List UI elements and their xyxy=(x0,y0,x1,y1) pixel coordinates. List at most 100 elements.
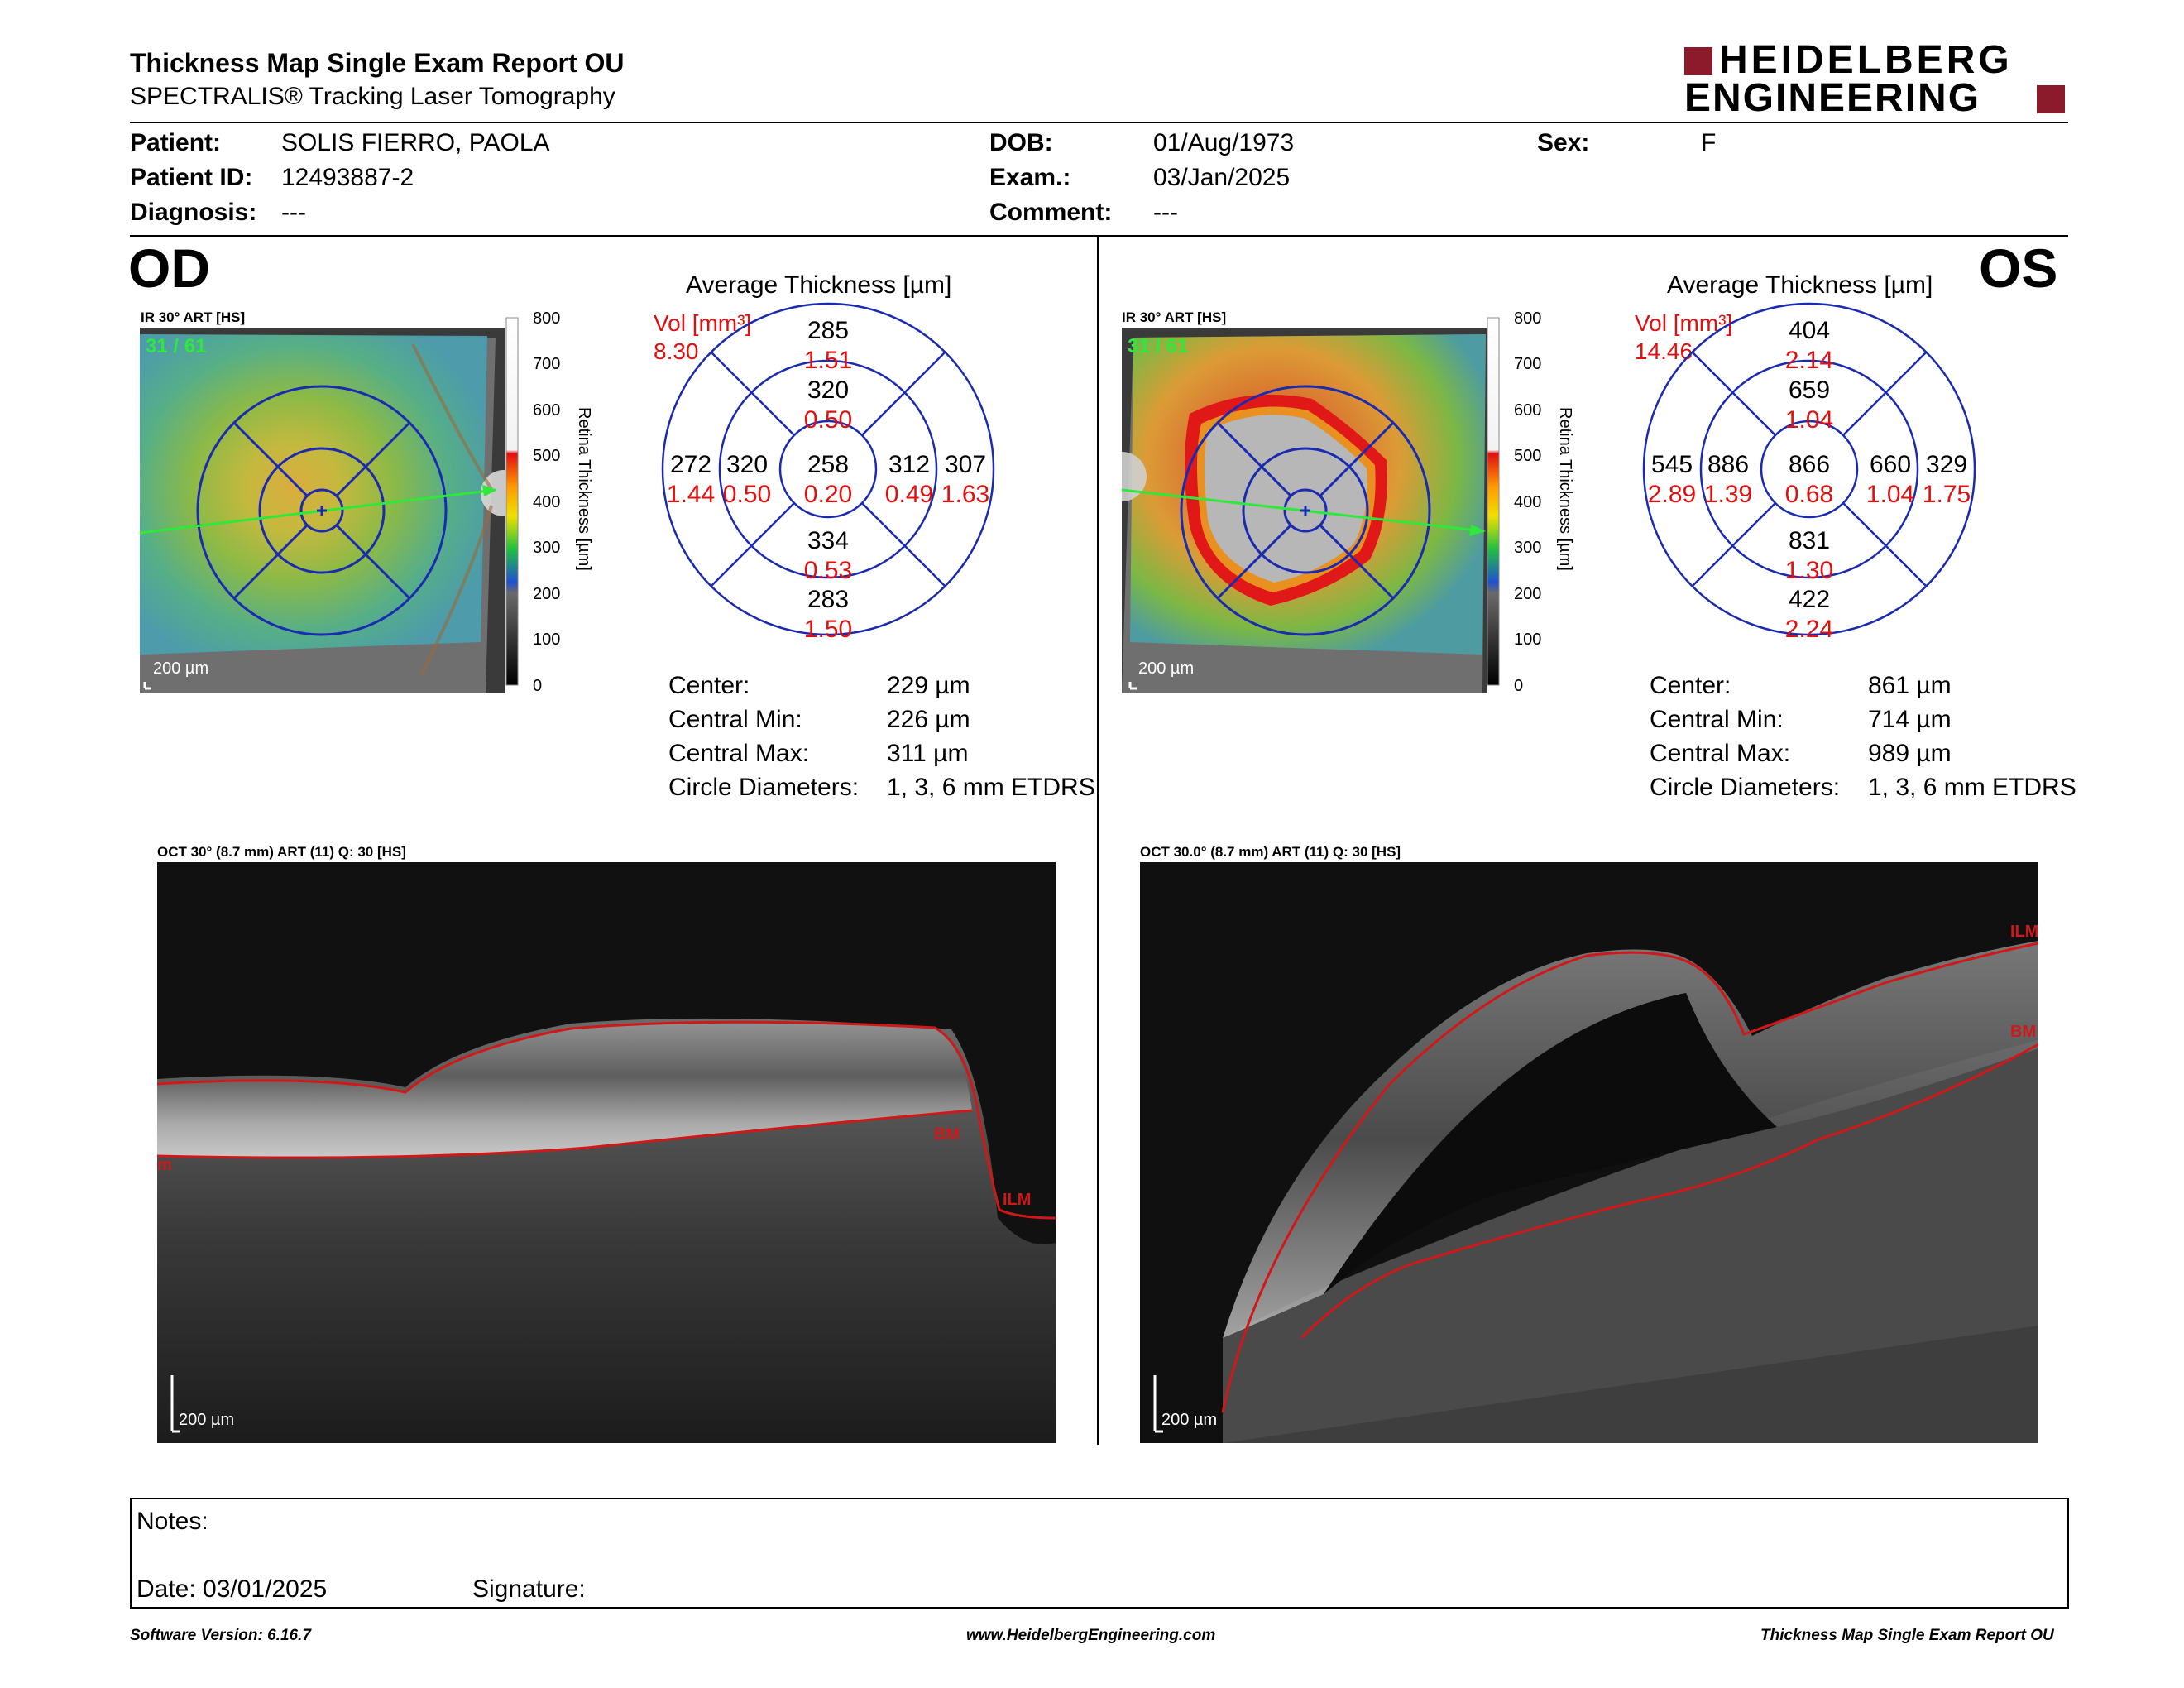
od-diam-label: Circle Diameters: xyxy=(668,774,860,801)
os-outer-right-volume: 1.75 xyxy=(1922,481,1971,508)
od-edge-label: m xyxy=(157,1156,172,1174)
od-oct-scale: 200 µm xyxy=(179,1411,234,1429)
os-vol-value: 14.46 xyxy=(1635,338,1693,364)
os-outer-top-thickness: 404 xyxy=(1788,317,1831,344)
od-frame-counter: 31 / 61 xyxy=(146,335,206,357)
os-thickness-map: 31 / 61 200 µm xyxy=(1122,328,1487,693)
notes-box[interactable]: Notes: Date: 03/01/2025 Signature: xyxy=(130,1498,2069,1609)
exam-label: Exam.: xyxy=(989,164,1071,191)
os-min-label: Central Min: xyxy=(1650,706,1784,733)
os-cbar-tick-800: 800 xyxy=(1514,309,1541,328)
od-eye-label: OD xyxy=(128,237,210,299)
signature-label: Signature: xyxy=(472,1575,586,1603)
od-ilm-label: ILM xyxy=(1003,1191,1031,1209)
od-center-thickness: 258 xyxy=(807,451,850,478)
logo-line2: ENGINEERING xyxy=(1684,76,1981,120)
os-cbar-tick-600: 600 xyxy=(1514,401,1541,420)
od-cbar-tick-0: 0 xyxy=(533,677,542,695)
os-min-value: 714 µm xyxy=(1868,706,1952,733)
od-avg-title: Average Thickness [µm] xyxy=(686,271,952,299)
od-grid-values: 285 1.51 320 0.50 258 0.20 334 0.53 283 1.50 … xyxy=(659,300,998,643)
dob-value: 01/Aug/1973 xyxy=(1153,129,1295,156)
os-etdrs-grid xyxy=(1642,302,1976,636)
notes-label: Notes: xyxy=(136,1508,208,1535)
os-outer-right-thickness: 329 xyxy=(1925,451,1968,478)
os-inner-left-volume: 1.39 xyxy=(1703,481,1753,508)
os-outer-bottom-volume: 2.24 xyxy=(1784,616,1834,643)
od-cbar-tick-300: 300 xyxy=(533,539,560,557)
os-outer-top-volume: 2.14 xyxy=(1784,347,1834,374)
od-max-value: 311 µm xyxy=(887,740,969,767)
od-thickness-map: 31 / 61 200 µm xyxy=(140,328,505,693)
os-center-volume: 0.68 xyxy=(1784,481,1834,508)
od-inner-top-thickness: 320 xyxy=(807,376,850,404)
os-avg-title: Average Thickness [µm] xyxy=(1667,271,1933,299)
os-colorbar-title: Retina Thickness [µm] xyxy=(1556,407,1574,571)
od-oct-label: OCT 30° (8.7 mm) ART (11) Q: 30 [HS] xyxy=(157,844,406,860)
od-oct-scan: BM ILM m 200 µm xyxy=(157,862,1056,1443)
diagnosis-label: Diagnosis: xyxy=(130,199,257,226)
os-map-scale: 200 µm xyxy=(1138,659,1194,678)
od-cbar-tick-400: 400 xyxy=(533,493,560,511)
sex-value: F xyxy=(1701,129,1717,156)
od-inner-bottom-thickness: 334 xyxy=(807,527,850,554)
od-outer-top-thickness: 285 xyxy=(807,317,850,344)
os-outer-left-volume: 2.89 xyxy=(1647,481,1697,508)
od-outer-right-volume: 1.63 xyxy=(941,481,990,508)
os-grid-values: 404 2.14 659 1.04 866 0.68 831 1.30 422 2.24 … xyxy=(1640,300,1979,643)
od-outer-top-volume: 1.51 xyxy=(803,347,853,374)
od-outer-left-thickness: 272 xyxy=(669,451,712,478)
od-inner-right-volume: 0.49 xyxy=(884,481,934,508)
os-max-label: Central Max: xyxy=(1650,740,1791,767)
os-cbar-tick-700: 700 xyxy=(1514,355,1541,373)
od-inner-right-thickness: 312 xyxy=(888,451,931,478)
od-stats-labels: Center: Central Min: Central Max: Circle… xyxy=(668,669,859,804)
od-inner-top-volume: 0.50 xyxy=(803,406,853,434)
od-min-value: 226 µm xyxy=(887,706,970,733)
patient-id-label: Patient ID: xyxy=(130,164,253,191)
os-stats-labels: Center: Central Min: Central Max: Circle… xyxy=(1650,669,1840,804)
od-colorbar: 800 700 600 500 400 300 200 100 0 Retina… xyxy=(505,309,593,695)
os-inner-right-thickness: 660 xyxy=(1869,451,1912,478)
od-outer-bottom-volume: 1.50 xyxy=(803,616,853,643)
od-etdrs-grid xyxy=(661,302,995,636)
os-center-thickness: 866 xyxy=(1788,451,1831,478)
od-inner-left-volume: 0.50 xyxy=(722,481,772,508)
od-cbar-tick-800: 800 xyxy=(533,309,560,328)
od-cbar-tick-600: 600 xyxy=(533,401,560,420)
od-cbar-tick-200: 200 xyxy=(533,585,560,603)
heidelberg-logo: HEIDELBERG ENGINEERING xyxy=(1684,40,2067,120)
os-max-value: 989 µm xyxy=(1868,740,1952,767)
od-ir-label: IR 30° ART [HS] xyxy=(141,309,246,325)
website-link[interactable]: www.HeidelbergEngineering.com xyxy=(966,1627,1216,1644)
patient-id: 12493887-2 xyxy=(281,164,414,191)
patient-label: Patient: xyxy=(130,129,222,156)
diagnosis-value: --- xyxy=(281,199,306,226)
od-map-scale: 200 µm xyxy=(153,659,208,678)
os-oct-scan: ILM BM 200 µm xyxy=(1140,862,2038,1443)
report-title: Thickness Map Single Exam Report OU xyxy=(130,48,625,78)
os-ilm-label: ILM xyxy=(2010,923,2038,941)
od-cbar-tick-500: 500 xyxy=(533,447,560,465)
os-vol-block: Vol [mm³] 14.46 xyxy=(1635,309,1732,366)
od-cbar-tick-100: 100 xyxy=(533,631,560,649)
os-cbar-tick-100: 100 xyxy=(1514,631,1541,649)
os-cbar-tick-400: 400 xyxy=(1514,493,1541,511)
os-inner-left-thickness: 886 xyxy=(1707,451,1750,478)
od-outer-right-thickness: 307 xyxy=(944,451,987,478)
os-diam-value: 1, 3, 6 mm ETDRS xyxy=(1868,774,2076,801)
os-outer-bottom-thickness: 422 xyxy=(1788,586,1831,613)
od-center-label: Center: xyxy=(668,672,750,699)
od-bm-label: BM xyxy=(934,1125,960,1144)
os-stats-values: 861 µm 714 µm 989 µm 1, 3, 6 mm ETDRS xyxy=(1868,669,2076,804)
os-inner-top-volume: 1.04 xyxy=(1784,406,1834,434)
os-diam-label: Circle Diameters: xyxy=(1650,774,1841,801)
os-inner-bottom-thickness: 831 xyxy=(1788,527,1831,554)
software-version: Software Version: 6.16.7 xyxy=(130,1627,311,1644)
sex-label: Sex: xyxy=(1537,129,1590,156)
od-center-volume: 0.20 xyxy=(803,481,853,508)
exam-value: 03/Jan/2025 xyxy=(1153,164,1291,191)
os-oct-label: OCT 30.0° (8.7 mm) ART (11) Q: 30 [HS] xyxy=(1140,844,1401,860)
od-max-label: Central Max: xyxy=(668,740,810,767)
os-frame-counter: 31 / 61 xyxy=(1128,335,1188,357)
